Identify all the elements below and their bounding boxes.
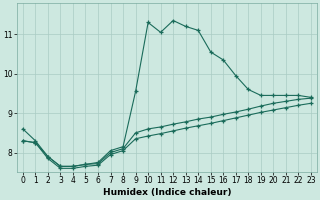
X-axis label: Humidex (Indice chaleur): Humidex (Indice chaleur)	[103, 188, 231, 197]
